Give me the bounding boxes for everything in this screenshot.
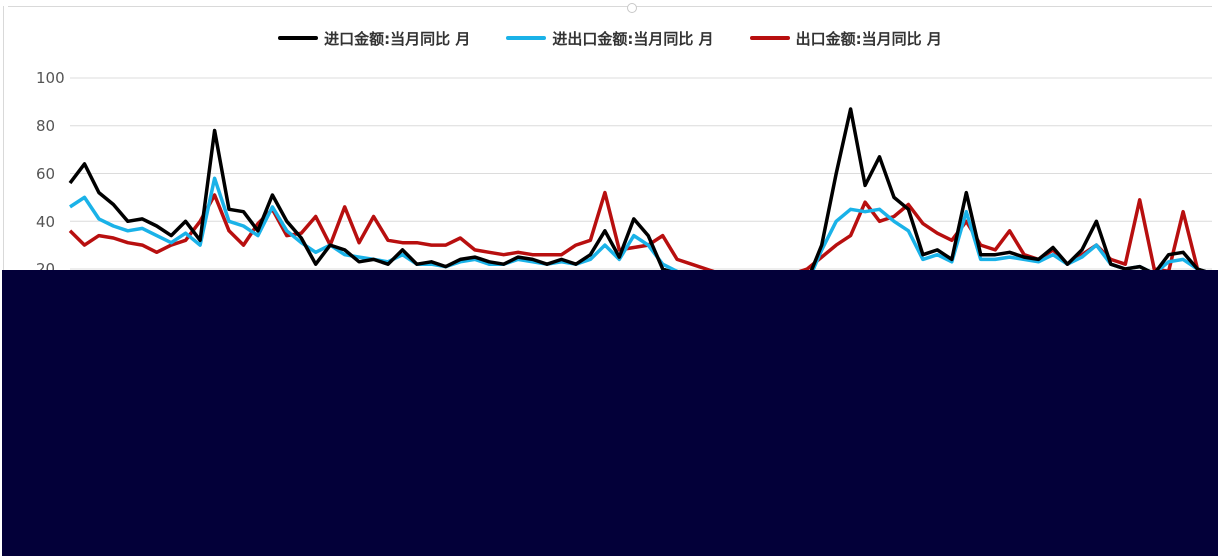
occluded-region xyxy=(2,270,1218,556)
